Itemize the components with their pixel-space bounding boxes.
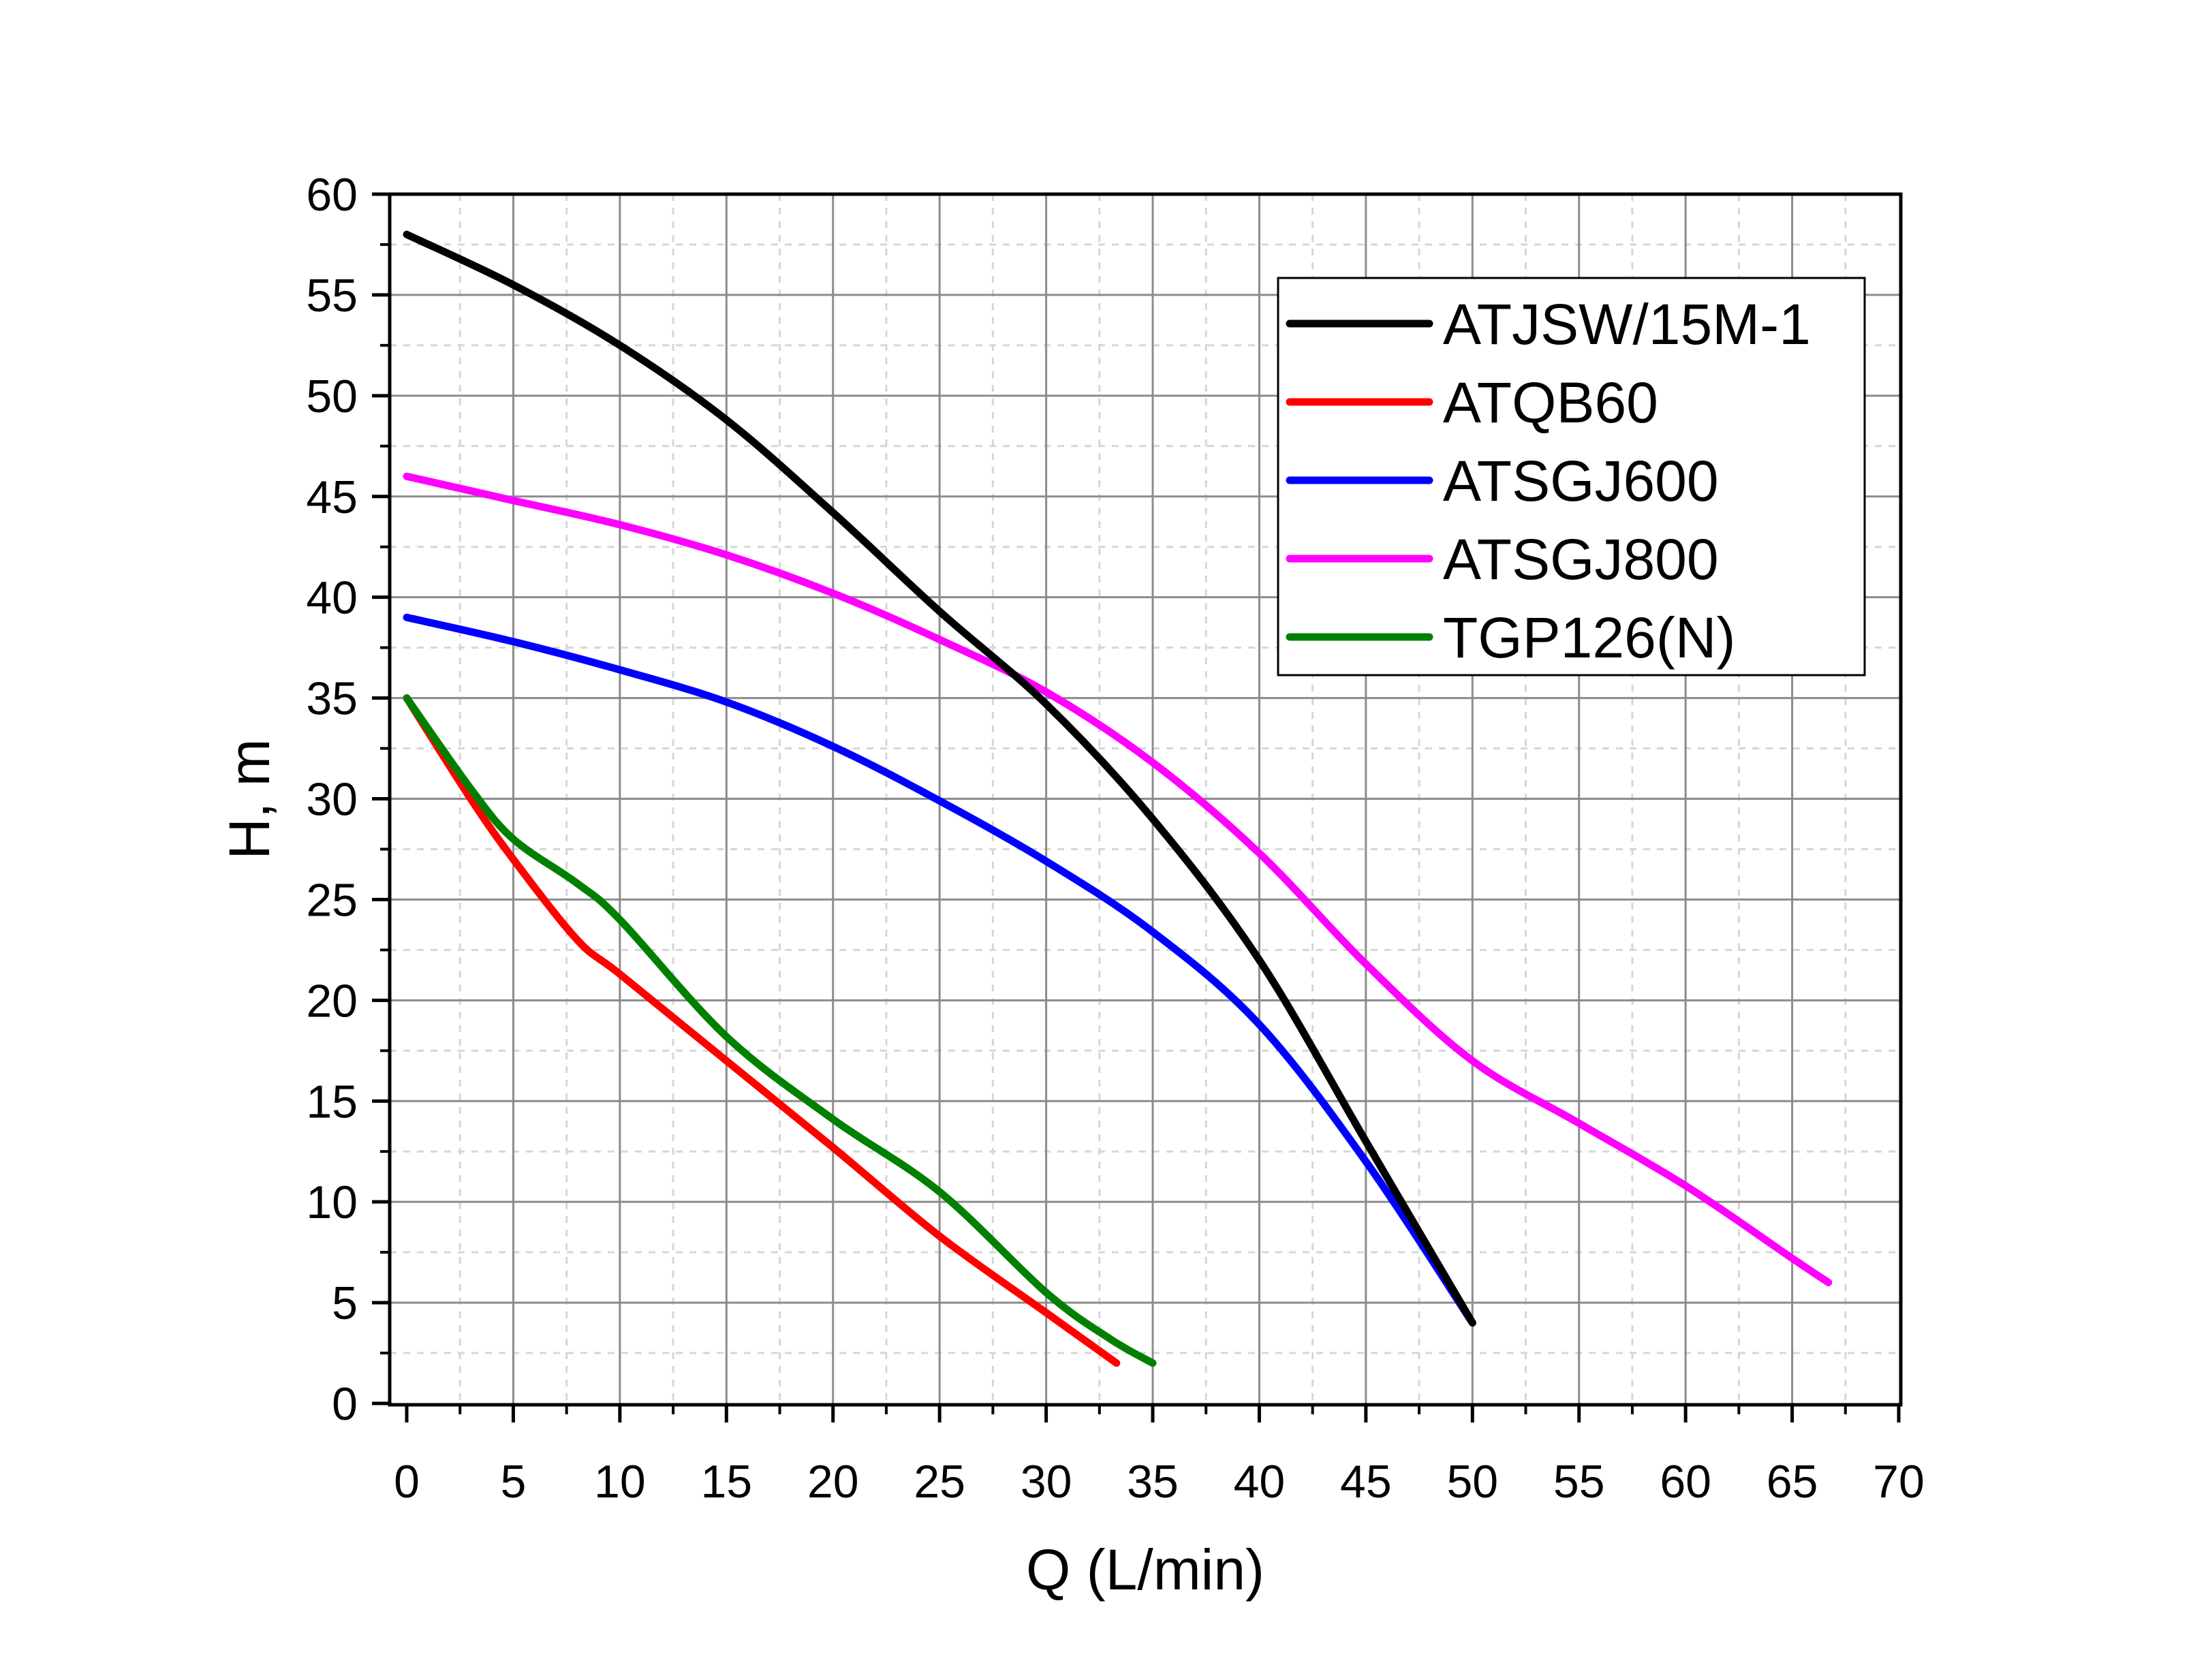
x-tick-label: 0 (394, 1456, 420, 1508)
series-line (403, 694, 1157, 1367)
x-tick-label: 55 (1553, 1456, 1605, 1508)
series-line (403, 613, 1476, 1327)
x-tick-label: 25 (914, 1456, 965, 1508)
legend-label: ATJSW/15M-1 (1443, 292, 1811, 356)
y-tick-label: 10 (306, 1177, 358, 1228)
x-tick-label: 20 (807, 1456, 859, 1508)
y-tick-label: 20 (306, 975, 358, 1027)
y-tick-label: 25 (306, 874, 358, 926)
x-tick-label: 40 (1234, 1456, 1286, 1508)
y-tick-label: 40 (306, 572, 358, 624)
x-axis-title: Q (L/min) (1026, 1538, 1264, 1602)
y-axis-title: H, m (217, 738, 281, 859)
x-tick-label: 35 (1127, 1456, 1179, 1508)
x-tick-label: 45 (1340, 1456, 1392, 1508)
x-tick-label: 60 (1660, 1456, 1711, 1508)
legend-label: ATSGJ800 (1443, 527, 1719, 591)
y-tick-label: 30 (306, 774, 358, 826)
y-tick-label: 0 (332, 1378, 358, 1430)
legend-label: TGP126(N) (1443, 606, 1735, 670)
x-tick-label: 10 (594, 1456, 646, 1508)
y-tick-label: 50 (306, 371, 358, 422)
x-tick-label: 15 (700, 1456, 752, 1508)
series-line (403, 230, 1476, 1327)
y-tick-label: 45 (306, 471, 358, 523)
x-tick-label: 50 (1446, 1456, 1498, 1508)
axis-ticks: 0 5 10 15 20 25 30 35 40 45 50 55 60 65 70 0 5 10 15 20 25 30… (306, 169, 1924, 1508)
series-lines (403, 230, 1833, 1367)
legend-label: ATQB60 (1443, 371, 1658, 435)
legend-label: ATSGJ600 (1443, 449, 1719, 513)
y-tick-label: 5 (332, 1277, 358, 1329)
x-tick-label: 70 (1873, 1456, 1925, 1508)
series-line (403, 472, 1833, 1286)
y-tick-label: 60 (306, 169, 358, 221)
y-tick-label: 35 (306, 673, 358, 725)
x-tick-label: 30 (1021, 1456, 1072, 1508)
y-tick-label: 15 (306, 1076, 358, 1127)
grid (390, 194, 1901, 1405)
x-tick-label: 65 (1767, 1456, 1818, 1508)
y-tick-label: 55 (306, 270, 358, 322)
x-tick-label: 5 (501, 1456, 527, 1508)
series-line (403, 694, 1121, 1367)
legend: ATJSW/15M-1 ATQB60 ATSGJ600 ATSGJ800 TGP126(… (1277, 277, 1866, 676)
